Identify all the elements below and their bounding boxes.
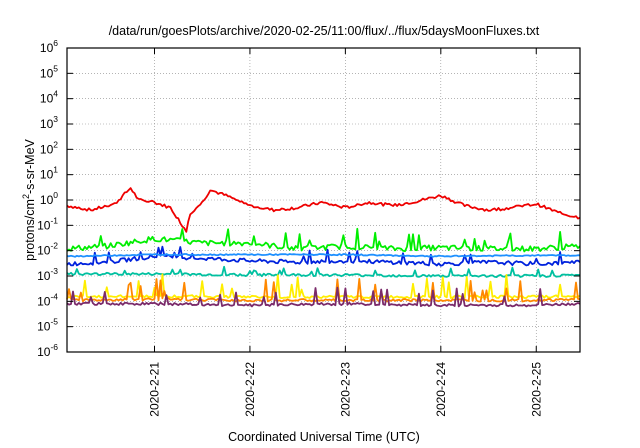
series-line — [66, 187, 581, 233]
y-tick-label: 102 — [40, 139, 58, 156]
y-tick-exponent: -5 — [50, 317, 58, 327]
chart-title: /data/run/goesPlots/archive/2020-02-25/1… — [109, 24, 540, 38]
y-tick-exponent: 5 — [53, 63, 58, 73]
y-tick-label: 10-3 — [37, 266, 58, 283]
y-tick-label: 101 — [40, 165, 58, 182]
y-tick-exponent: -6 — [50, 342, 58, 352]
y-axis-label-superscript: 2 — [21, 194, 31, 199]
y-tick-label: 103 — [40, 114, 58, 131]
x-axis: 2020-2-21 2020-2-22 2020-2-23 2020-2-24 2020… — [147, 48, 543, 417]
y-tick-label: 104 — [40, 89, 58, 106]
series-line — [66, 265, 581, 279]
x-tick-label: 2020-2-23 — [338, 362, 352, 417]
y-tick-exponent: 4 — [53, 89, 58, 99]
y-tick-exponent: 1 — [53, 165, 58, 175]
y-tick-base: 10 — [37, 218, 51, 232]
y-tick-label: 10-6 — [37, 342, 58, 359]
series-line — [66, 277, 581, 303]
y-axis-label-units: -s-sr-MeV — [23, 138, 37, 194]
y-tick-base: 10 — [40, 92, 54, 106]
y-tick-base: 10 — [37, 294, 51, 308]
x-tick-label: 2020-2-21 — [147, 362, 161, 417]
y-axis: 10-610-510-410-310-210-11001011021031041… — [37, 38, 580, 359]
y-tick-exponent: 3 — [53, 114, 58, 124]
x-tick-label: 2020-2-22 — [243, 362, 257, 417]
y-tick-label: 106 — [40, 38, 58, 55]
y-tick-base: 10 — [40, 193, 54, 207]
y-tick-exponent: -2 — [50, 241, 58, 251]
y-tick-exponent: -1 — [50, 215, 58, 225]
series-line — [66, 253, 581, 258]
y-tick-label: 10-1 — [37, 215, 58, 232]
y-tick-base: 10 — [40, 168, 54, 182]
y-tick-exponent: 6 — [53, 38, 58, 48]
y-axis-label: protons/cm2-s-sr-MeV — [21, 138, 37, 260]
series-line — [66, 227, 581, 253]
y-tick-base: 10 — [40, 66, 54, 80]
y-tick-base: 10 — [40, 117, 54, 131]
series-group — [66, 187, 581, 308]
y-tick-label: 10-2 — [37, 241, 58, 258]
y-tick-exponent: -3 — [50, 266, 58, 276]
y-tick-base: 10 — [37, 269, 51, 283]
x-axis-label: Coordinated Universal Time (UTC) — [228, 430, 420, 444]
y-tick-label: 10-5 — [37, 317, 58, 334]
y-tick-base: 10 — [40, 142, 54, 156]
y-tick-label: 100 — [40, 190, 58, 207]
y-tick-label: 105 — [40, 63, 58, 80]
x-tick-label: 2020-2-24 — [434, 362, 448, 417]
y-tick-base: 10 — [40, 41, 54, 55]
y-tick-exponent: 0 — [53, 190, 58, 200]
y-tick-exponent: 2 — [53, 139, 58, 149]
x-tick-label: 2020-2-25 — [529, 362, 543, 417]
series-line — [66, 245, 581, 267]
y-tick-exponent: -4 — [50, 291, 58, 301]
y-tick-base: 10 — [37, 345, 51, 359]
y-tick-base: 10 — [37, 320, 51, 334]
series-line — [66, 273, 581, 300]
y-axis-label-text: protons/cm — [23, 199, 37, 261]
y-tick-label: 10-4 — [37, 291, 58, 308]
series-line — [66, 286, 581, 308]
y-tick-base: 10 — [37, 244, 51, 258]
